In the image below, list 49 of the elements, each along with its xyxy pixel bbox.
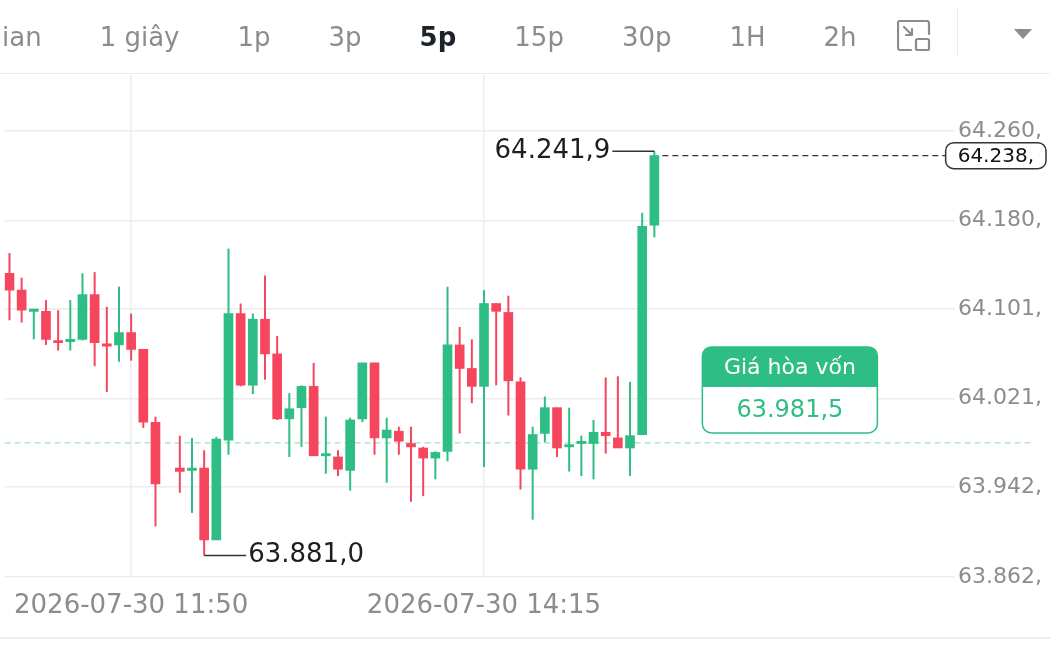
- candlestick: [187, 436, 197, 514]
- x-tick-label: 2026-07-30 14:15: [366, 589, 602, 620]
- ref-line-label: 64.238,: [957, 142, 1035, 167]
- candlestick: [394, 425, 404, 456]
- y-tick-label: 64.101,: [958, 294, 1042, 320]
- candlestick: [296, 384, 307, 448]
- candlestick: [28, 308, 39, 341]
- candlestick: [613, 375, 623, 449]
- y-tick-label: 64.180,: [958, 206, 1042, 232]
- candlestick: [600, 376, 611, 455]
- annotation: 63.981,5: [736, 395, 844, 424]
- x-tick-label: 2026-07-30 11:50: [14, 589, 249, 620]
- candlestick: [576, 434, 587, 477]
- candlestick: [333, 449, 343, 477]
- timeframe-label: 1 giây: [99, 21, 180, 52]
- candlestick: [101, 305, 112, 393]
- candlestick: [65, 299, 76, 352]
- timeframe-label: 1H: [729, 21, 766, 52]
- timeframe-label: 1p: [237, 21, 271, 52]
- y-tick-label: 64.021,: [958, 384, 1042, 410]
- candlestick: [321, 415, 331, 475]
- candlestick: [174, 434, 185, 494]
- timeframe-label: 2h: [823, 21, 857, 52]
- candlestick: [126, 312, 136, 362]
- timeframe-label: 5p: [419, 21, 457, 52]
- candlestick: [491, 302, 502, 387]
- timeframe-label: ian: [2, 21, 42, 52]
- candlestick: [114, 285, 124, 363]
- candlestick: [564, 406, 575, 473]
- y-tick-label: 64.260,: [958, 116, 1042, 142]
- y-tick-label: 63.862,: [958, 562, 1042, 588]
- timeframe-label: 30p: [621, 21, 672, 52]
- y-tick-label: 63.942,: [958, 472, 1042, 498]
- candlestick: [381, 416, 392, 484]
- annotation: 63.881,0: [248, 538, 364, 569]
- candlestick: [467, 338, 477, 405]
- candlestick: [430, 450, 441, 481]
- ref-line-label: Giá hòa vốn: [723, 353, 856, 379]
- candlestick: [4, 252, 15, 322]
- candlestick: [418, 445, 428, 498]
- timeframe-label: 15p: [514, 21, 564, 52]
- annotation: 64.241,9: [494, 134, 611, 165]
- candlestick: [284, 392, 295, 458]
- candlestick: [16, 276, 27, 324]
- candlestick: [406, 425, 416, 503]
- candlestick: [53, 309, 63, 352]
- candlestick: [625, 380, 635, 477]
- candlestick: [588, 418, 599, 481]
- timeframe-label: 3p: [328, 21, 362, 52]
